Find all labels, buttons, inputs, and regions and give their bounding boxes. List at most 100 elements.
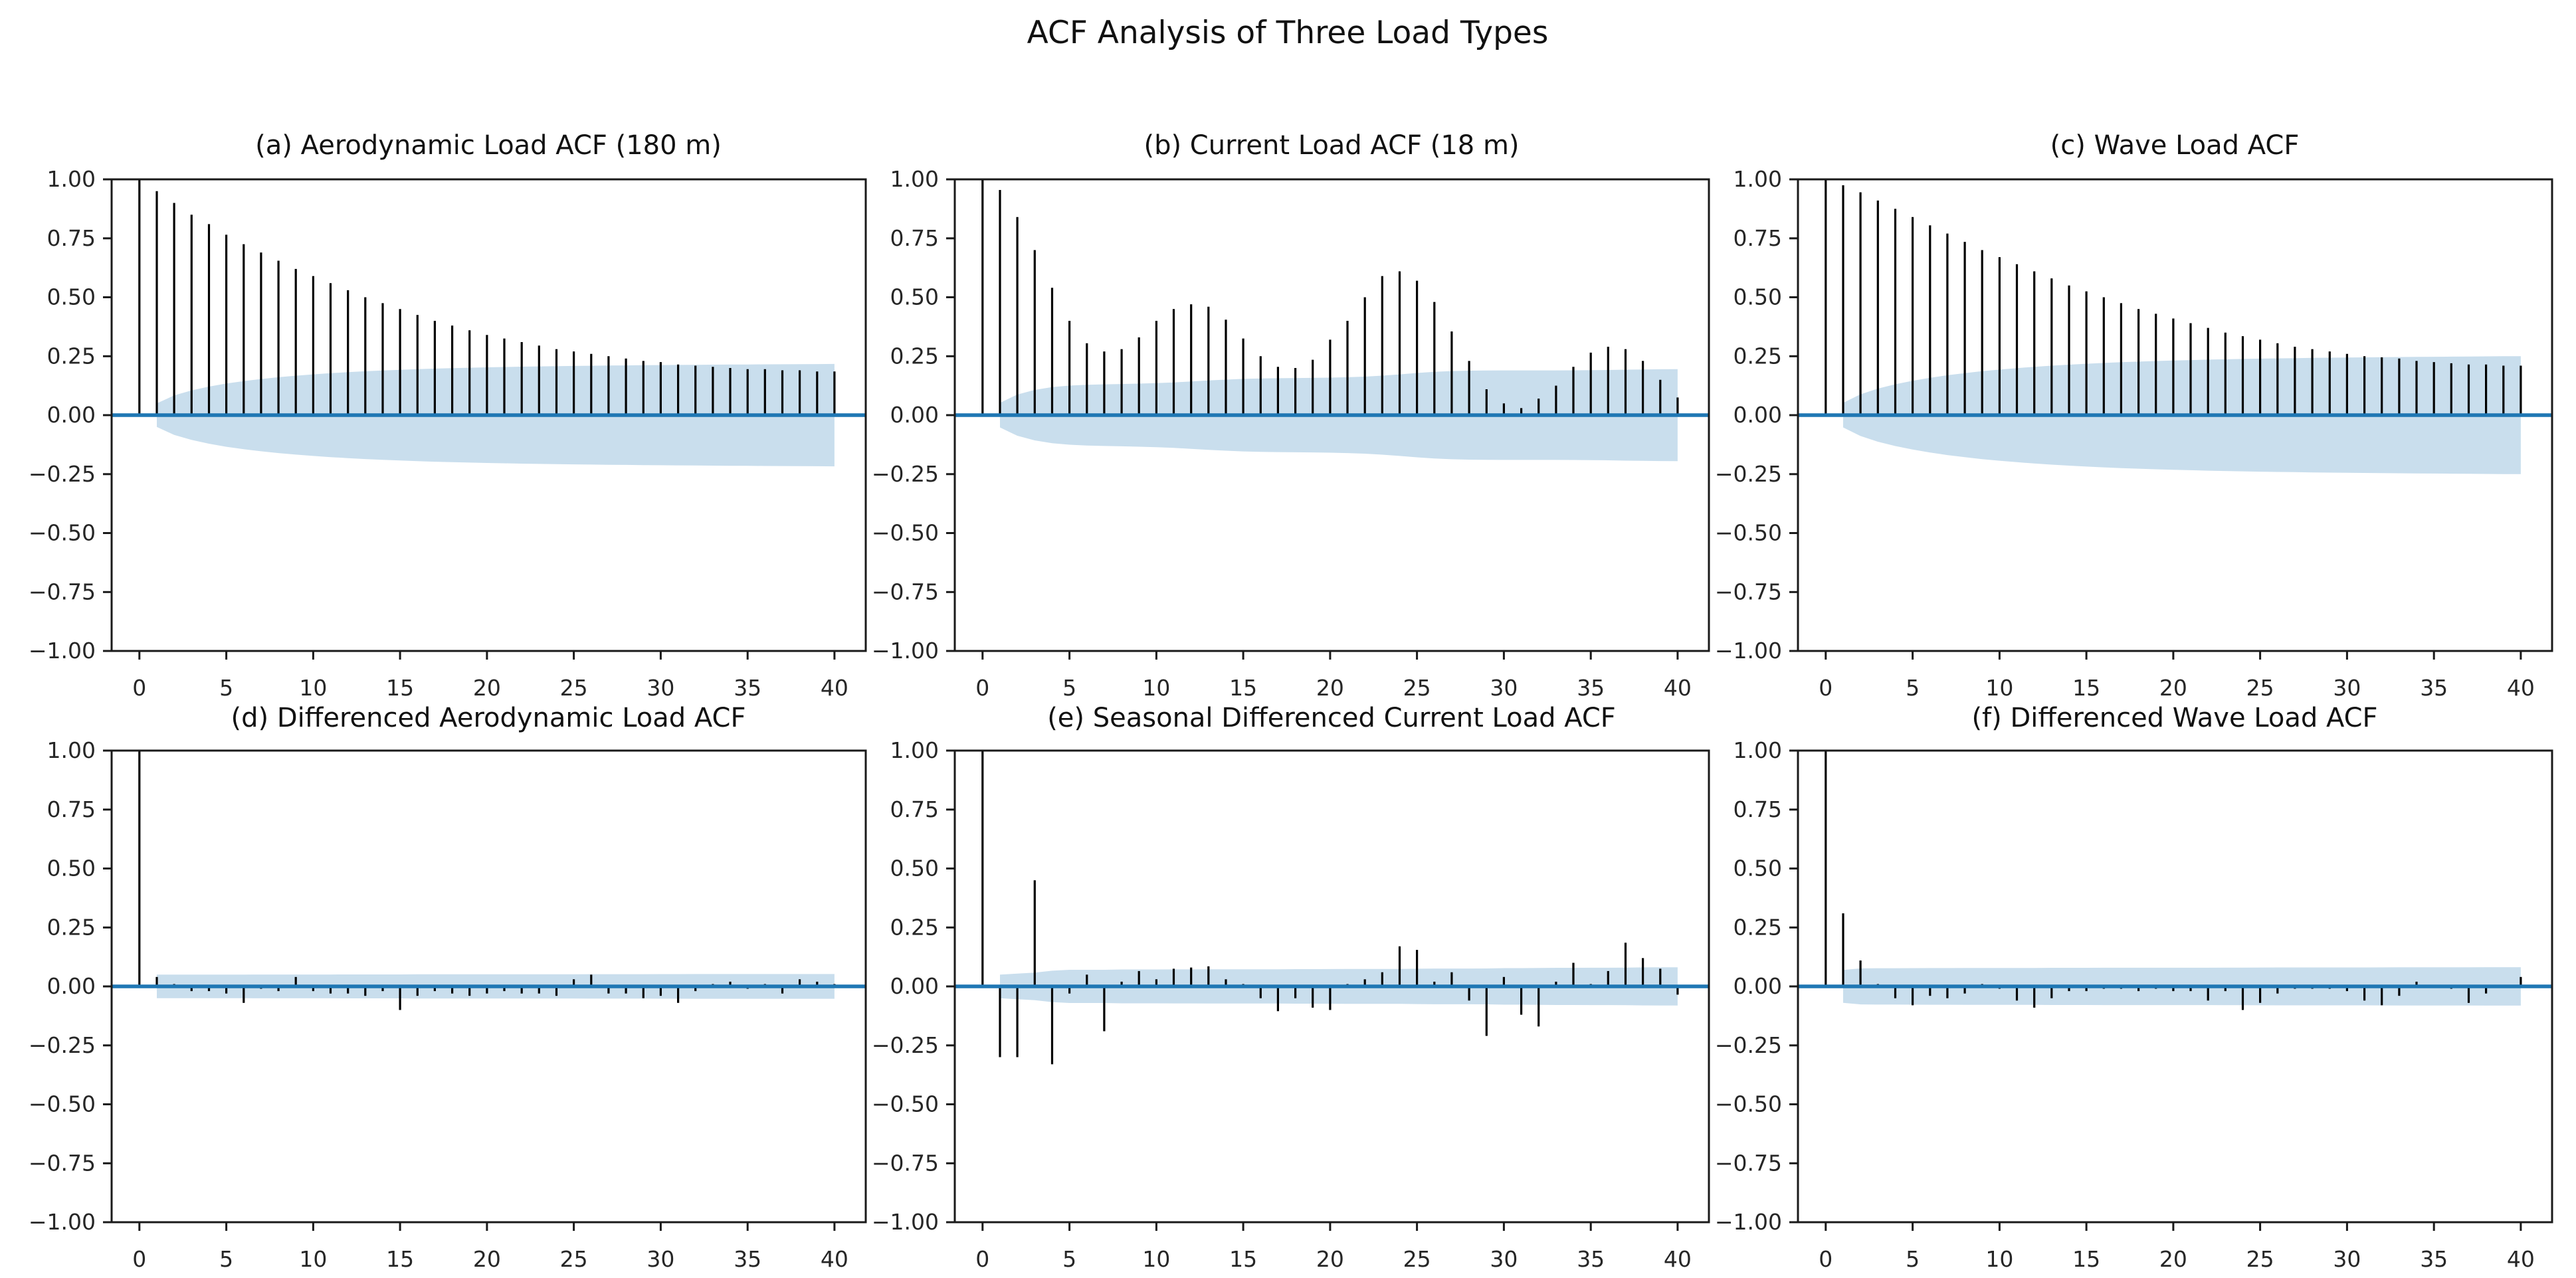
x-tick-label: 25 — [560, 675, 588, 701]
panel-f-title: (f) Differenced Wave Load ACF — [1971, 703, 2378, 733]
y-tick-label: −0.50 — [29, 1091, 96, 1117]
y-tick-label: −0.25 — [872, 1032, 939, 1058]
x-tick-label: 20 — [473, 675, 501, 701]
acf-panel-c: 0 5 10 15 20 25 30 35 40 1.00 0.75 0.50 0.25 0.00 −0.2… — [1715, 166, 2553, 701]
y-tick-label: 0.75 — [1734, 225, 1782, 251]
x-tick-label: 0 — [132, 675, 146, 701]
x-tick-label: 40 — [821, 1246, 848, 1272]
x-tick-label: 30 — [646, 1246, 674, 1272]
panel-a-title: (a) Aerodynamic Load ACF (180 m) — [255, 130, 722, 161]
acf-panel-f: 0 5 10 15 20 25 30 35 40 1.00 0.75 0.50 0.25 0.00 −0.2… — [1715, 737, 2553, 1272]
x-tick-label: 5 — [1062, 675, 1076, 701]
y-tick-label: −0.75 — [872, 579, 939, 604]
x-tick-label: 30 — [2333, 675, 2361, 701]
y-tick-label: 0.00 — [890, 973, 939, 999]
figure-title: ACF Analysis of Three Load Types — [1027, 15, 1549, 51]
y-tick-label: −0.25 — [29, 461, 96, 487]
y-tick-label: 0.25 — [1734, 343, 1782, 369]
y-tick-label: 1.00 — [1734, 737, 1782, 763]
acf-panel-b: 0 5 10 15 20 25 30 35 40 1.00 0.75 0.50 0.25 0.00 −0.2… — [872, 166, 1710, 701]
x-tick-label: 0 — [975, 1246, 989, 1272]
y-tick-label: 0.25 — [890, 343, 939, 369]
panel-e-title: (e) Seasonal Differenced Current Load AC… — [1047, 703, 1616, 733]
acf-panel-d: 0 5 10 15 20 25 30 35 40 1.00 0.75 0.50 0.25 0.00 −0.2… — [29, 737, 867, 1272]
acf-stems — [981, 179, 1679, 415]
y-tick-label: 1.00 — [47, 166, 96, 192]
y-tick-label: 0.50 — [1734, 284, 1782, 310]
y-tick-label: 0.25 — [890, 914, 939, 940]
x-tick-label: 20 — [1316, 675, 1344, 701]
x-tick-label: 40 — [1664, 675, 1692, 701]
acf-stems — [138, 751, 836, 1010]
x-tick-label: 0 — [1819, 1246, 1833, 1272]
y-tick-label: −1.00 — [1715, 1209, 1782, 1235]
panel-c-title: (c) Wave Load ACF — [2050, 130, 2300, 161]
x-tick-label: 10 — [1142, 675, 1170, 701]
x-tick-label: 30 — [1490, 675, 1518, 701]
x-tick-label: 20 — [2159, 675, 2187, 701]
y-tick-label: 1.00 — [890, 166, 939, 192]
x-tick-label: 25 — [2246, 1246, 2274, 1272]
x-tick-label: 15 — [386, 1246, 414, 1272]
y-tick-label: 0.00 — [1734, 973, 1782, 999]
y-tick-label: 0.00 — [47, 973, 96, 999]
x-tick-label: 10 — [1142, 1246, 1170, 1272]
x-tick-label: 15 — [1229, 675, 1257, 701]
y-tick-label: −0.75 — [29, 1150, 96, 1176]
x-tick-label: 10 — [1985, 675, 2013, 701]
x-tick-label: 0 — [132, 1246, 146, 1272]
x-tick-label: 20 — [473, 1246, 501, 1272]
x-tick-label: 35 — [734, 675, 761, 701]
y-tick-label: −1.00 — [872, 1209, 939, 1235]
y-tick-label: 0.25 — [47, 914, 96, 940]
y-tick-label: −0.50 — [872, 520, 939, 546]
x-tick-label: 35 — [734, 1246, 761, 1272]
x-tick-label: 10 — [1985, 1246, 2013, 1272]
y-tick-label: −0.50 — [1715, 520, 1782, 546]
y-tick-label: 1.00 — [47, 737, 96, 763]
x-tick-label: 15 — [2072, 675, 2100, 701]
x-tick-label: 5 — [1906, 1246, 1920, 1272]
x-tick-label: 35 — [1577, 1246, 1605, 1272]
x-tick-label: 15 — [1229, 1246, 1257, 1272]
y-tick-label: 0.75 — [47, 796, 96, 822]
x-tick-label: 35 — [2420, 675, 2448, 701]
acf-stems — [1825, 179, 2522, 415]
x-tick-label: 40 — [821, 675, 848, 701]
y-tick-label: 0.75 — [47, 225, 96, 251]
x-tick-label: 5 — [1906, 675, 1920, 701]
x-tick-label: 5 — [219, 675, 233, 701]
x-tick-label: 0 — [975, 675, 989, 701]
x-tick-label: 10 — [299, 675, 327, 701]
y-tick-label: −0.25 — [872, 461, 939, 487]
y-tick-label: −1.00 — [872, 638, 939, 664]
x-tick-label: 20 — [2159, 1246, 2187, 1272]
y-tick-label: 0.50 — [47, 856, 96, 881]
y-tick-label: 0.25 — [1734, 914, 1782, 940]
x-tick-label: 30 — [2333, 1246, 2361, 1272]
y-tick-label: −0.25 — [1715, 1032, 1782, 1058]
x-tick-label: 30 — [646, 675, 674, 701]
y-tick-label: −0.75 — [1715, 1150, 1782, 1176]
y-tick-label: 0.75 — [1734, 796, 1782, 822]
x-tick-label: 0 — [1819, 675, 1833, 701]
panel-d-title: (d) Differenced Aerodynamic Load ACF — [231, 703, 746, 733]
y-tick-label: −0.75 — [1715, 579, 1782, 604]
y-tick-label: 0.50 — [890, 856, 939, 881]
y-tick-label: 0.50 — [890, 284, 939, 310]
x-tick-label: 40 — [2507, 675, 2535, 701]
x-tick-label: 25 — [560, 1246, 588, 1272]
x-tick-label: 10 — [299, 1246, 327, 1272]
x-tick-label: 40 — [1664, 1246, 1692, 1272]
y-tick-label: −1.00 — [1715, 638, 1782, 664]
x-tick-label: 25 — [1403, 1246, 1431, 1272]
x-tick-label: 5 — [219, 1246, 233, 1272]
x-tick-label: 35 — [2420, 1246, 2448, 1272]
x-tick-label: 40 — [2507, 1246, 2535, 1272]
y-tick-label: −1.00 — [29, 638, 96, 664]
y-tick-label: −0.50 — [872, 1091, 939, 1117]
y-tick-label: 0.50 — [47, 284, 96, 310]
acf-stems — [981, 751, 1679, 1065]
x-tick-label: 20 — [1316, 1246, 1344, 1272]
x-tick-label: 30 — [1490, 1246, 1518, 1272]
